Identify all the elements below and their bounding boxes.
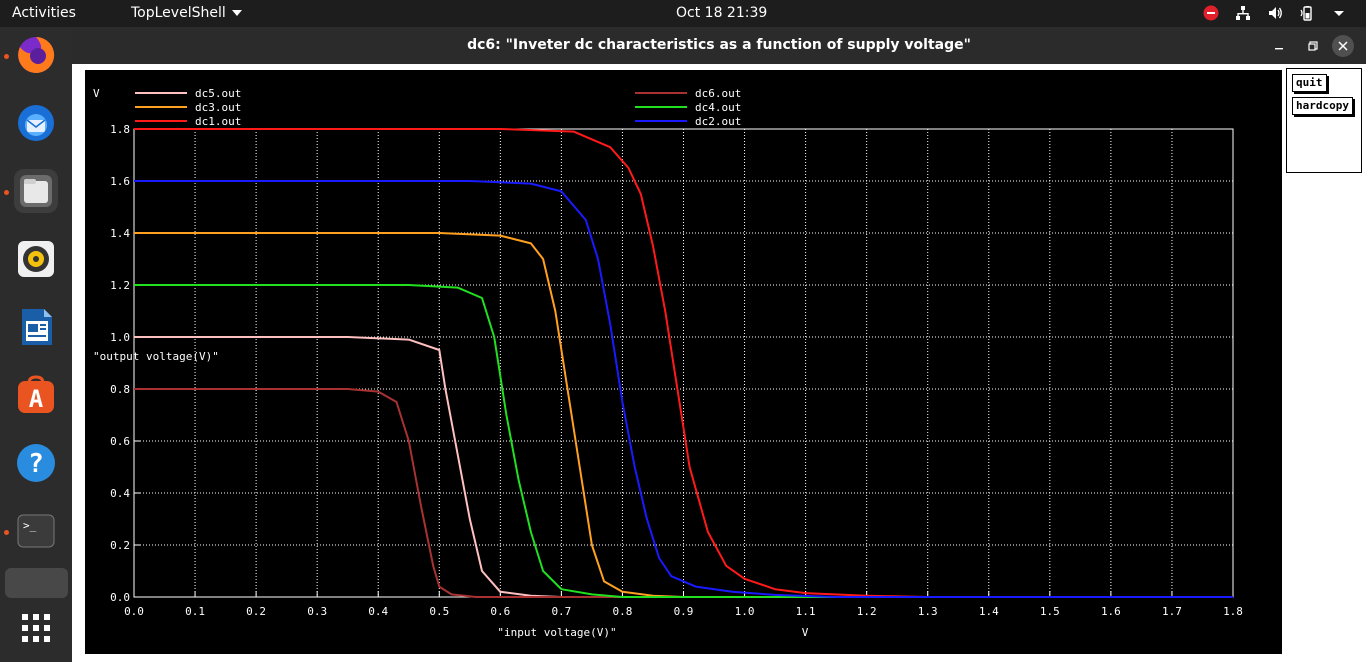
x-tick-label: 0.5	[429, 605, 449, 618]
clock[interactable]: Oct 18 21:39	[676, 5, 768, 21]
running-indicator	[4, 54, 9, 59]
maximize-icon	[1308, 41, 1318, 51]
chevron-down-icon	[231, 10, 242, 16]
app-menu[interactable]: TopLevelShell	[131, 5, 242, 21]
svg-text:A: A	[29, 385, 44, 413]
x-tick-label: 0.4	[368, 605, 388, 618]
hardcopy-button[interactable]: hardcopy	[1292, 97, 1353, 115]
top-bar: Activities TopLevelShell Oct 18 21:39	[0, 0, 1366, 27]
battery-icon[interactable]	[1298, 4, 1316, 22]
plot-area[interactable]: 0.0 0.1 0.2 0.3 0.4 0.5 0.6 0.7 0.8 0.9 1.0 1.1 1.2 1…	[85, 70, 1282, 654]
window-titlebar[interactable]: dc6: "Inveter dc characteristics as a fu…	[72, 27, 1366, 64]
y-tick-label: 0.6	[110, 435, 130, 448]
series-line-dc2-out	[134, 180, 1233, 598]
x-tick-label: 1.6	[1101, 605, 1121, 618]
x-tick-label: 1.7	[1162, 605, 1182, 618]
y-tick-label: 1.8	[110, 123, 130, 136]
system-tray[interactable]	[1202, 4, 1348, 22]
x-tick-label: 1.4	[979, 605, 999, 618]
rhythmbox-icon[interactable]	[14, 237, 58, 281]
legend-label: dc2.out	[695, 115, 741, 128]
x-tick-label: 1.0	[735, 605, 755, 618]
legend-label: dc4.out	[695, 101, 741, 114]
svg-text:?: ?	[28, 449, 44, 479]
dock: A ? >_	[0, 27, 72, 662]
x-tick-label: 1.5	[1040, 605, 1060, 618]
show-applications-icon[interactable]	[14, 606, 58, 650]
network-icon[interactable]	[1234, 4, 1252, 22]
series-line-dc6-out	[134, 388, 1233, 598]
y-unit-label: V	[93, 87, 100, 100]
svg-text:>_: >_	[23, 519, 37, 532]
x-tick-label: 1.2	[857, 605, 877, 618]
x-tick-label: 1.8	[1223, 605, 1243, 618]
y-tick-label: 1.4	[110, 227, 130, 240]
x-tick-label: 0.8	[613, 605, 633, 618]
y-tick-label: 0.4	[110, 487, 130, 500]
legend-label: dc3.out	[195, 101, 241, 114]
x-tick-label: 0.9	[674, 605, 694, 618]
activities-button[interactable]: Activities	[12, 5, 76, 21]
x-unit-label: V	[802, 626, 809, 639]
volume-icon[interactable]	[1266, 4, 1284, 22]
power-menu-chevron-icon[interactable]	[1330, 4, 1348, 22]
y-tick-label: 0.2	[110, 539, 130, 552]
dock-active-highlight	[5, 568, 68, 598]
y-tick-label: 1.0	[110, 331, 130, 344]
thunderbird-icon[interactable]	[14, 101, 58, 145]
y-tick-label: 1.2	[110, 279, 130, 292]
minimize-button[interactable]	[1268, 35, 1290, 57]
minimize-icon	[1275, 48, 1283, 50]
y-tick-label: 0.8	[110, 383, 130, 396]
running-indicator	[4, 190, 9, 195]
x-tick-label: 0.0	[124, 605, 144, 618]
series-line-dc3-out	[134, 232, 1233, 598]
app-menu-label: TopLevelShell	[131, 5, 226, 21]
x-tick-label: 0.7	[551, 605, 571, 618]
terminal-icon[interactable]: >_	[14, 509, 58, 553]
window-title: dc6: "Inveter dc characteristics as a fu…	[467, 37, 971, 53]
button-box: quit hardcopy	[1286, 68, 1362, 173]
running-indicator	[4, 530, 9, 535]
help-icon[interactable]: ?	[14, 441, 58, 485]
writer-icon[interactable]	[14, 305, 58, 349]
series-line-dc1-out	[134, 128, 1233, 598]
legend-label: dc6.out	[695, 87, 741, 100]
x-tick-label: 0.3	[307, 605, 327, 618]
x-tick-label: 1.3	[918, 605, 938, 618]
quit-button[interactable]: quit	[1292, 74, 1327, 92]
maximize-button[interactable]	[1302, 35, 1324, 57]
close-icon	[1338, 41, 1348, 51]
y-axis-label: "output voltage(V)"	[93, 350, 219, 363]
series-line-dc5-out	[134, 336, 1233, 598]
x-axis-label: "input voltage(V)"	[497, 626, 616, 639]
y-tick-label: 0.0	[110, 591, 130, 604]
series-line-dc4-out	[134, 284, 1233, 598]
legend-label: dc5.out	[195, 87, 241, 100]
x-tick-label: 0.6	[490, 605, 510, 618]
dc-characteristics-chart: 0.0 0.1 0.2 0.3 0.4 0.5 0.6 0.7 0.8 0.9 1.0 1.1 1.2 1…	[93, 87, 1243, 639]
no-entry-icon[interactable]	[1202, 4, 1220, 22]
close-button[interactable]	[1332, 35, 1354, 57]
x-tick-label: 0.1	[185, 605, 205, 618]
x-tick-label: 0.2	[246, 605, 266, 618]
y-tick-label: 1.6	[110, 175, 130, 188]
files-icon[interactable]	[14, 169, 58, 213]
ubuntu-software-icon[interactable]: A	[14, 373, 58, 417]
legend-label: dc1.out	[195, 115, 241, 128]
x-tick-label: 1.1	[796, 605, 816, 618]
firefox-icon[interactable]	[14, 33, 58, 77]
